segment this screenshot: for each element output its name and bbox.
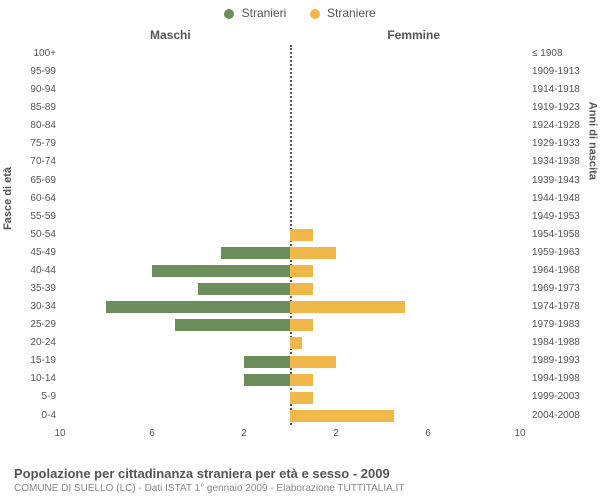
bar-female xyxy=(290,356,336,368)
y-axis-title-right: Anni di nascita xyxy=(586,102,598,180)
bar-row xyxy=(60,374,520,386)
bar-male xyxy=(221,247,290,259)
bar-row xyxy=(60,102,520,114)
chart-subtitle: COMUNE DI SUELLO (LC) - Dati ISTAT 1° ge… xyxy=(14,483,586,494)
bar-male xyxy=(152,265,290,277)
bar-row xyxy=(60,120,520,132)
birth-label: 1909-1913 xyxy=(530,63,600,81)
birth-label: 2004-2008 xyxy=(530,407,600,425)
age-label: 5-9 xyxy=(0,388,58,406)
bar-row xyxy=(60,175,520,187)
age-label: 25-29 xyxy=(0,316,58,334)
bar-row xyxy=(60,337,520,349)
birth-label: 1964-1968 xyxy=(530,262,600,280)
y-axis-age-labels: 100+95-9990-9485-8980-8475-7970-7465-696… xyxy=(0,45,58,425)
birth-label: 1994-1998 xyxy=(530,370,600,388)
bar-row xyxy=(60,356,520,368)
birth-label: 1989-1993 xyxy=(530,352,600,370)
age-label: 15-19 xyxy=(0,352,58,370)
bar-row xyxy=(60,265,520,277)
bar-male xyxy=(106,301,290,313)
bar-row xyxy=(60,319,520,331)
x-tick: 10 xyxy=(514,428,525,439)
bar-row xyxy=(60,301,520,313)
birth-label: 1984-1988 xyxy=(530,334,600,352)
legend-label-female: Straniere xyxy=(327,6,376,20)
bar-row xyxy=(60,392,520,404)
bar-female xyxy=(290,301,405,313)
birth-label: 1954-1958 xyxy=(530,226,600,244)
age-label: 40-44 xyxy=(0,262,58,280)
bar-row xyxy=(60,211,520,223)
legend-item-male: Stranieri xyxy=(224,6,286,20)
bar-female xyxy=(290,283,313,295)
birth-label: 1999-2003 xyxy=(530,388,600,406)
birth-label: 1974-1978 xyxy=(530,298,600,316)
bar-row xyxy=(60,66,520,78)
age-label: 80-84 xyxy=(0,117,58,135)
x-tick: 10 xyxy=(54,428,65,439)
side-title-female: Femmine xyxy=(387,28,440,42)
birth-label: 1944-1948 xyxy=(530,190,600,208)
legend-item-female: Straniere xyxy=(310,6,376,20)
side-title-male: Maschi xyxy=(150,28,191,42)
bar-row xyxy=(60,283,520,295)
bar-female xyxy=(290,319,313,331)
x-tick: 2 xyxy=(241,428,247,439)
bar-female xyxy=(290,337,302,349)
bar-male xyxy=(175,319,290,331)
bar-female xyxy=(290,392,313,404)
birth-label: 1969-1973 xyxy=(530,280,600,298)
x-axis-labels: 10622610 xyxy=(60,428,520,442)
legend-label-male: Stranieri xyxy=(242,6,287,20)
chart-container: Stranieri Straniere Maschi Femmine 100+9… xyxy=(0,0,600,500)
bar-row xyxy=(60,410,520,422)
legend: Stranieri Straniere xyxy=(0,6,600,20)
age-label: 75-79 xyxy=(0,135,58,153)
birth-label: 1914-1918 xyxy=(530,81,600,99)
age-label: 85-89 xyxy=(0,99,58,117)
swatch-male-icon xyxy=(224,9,234,19)
bar-female xyxy=(290,247,336,259)
x-tick: 6 xyxy=(149,428,155,439)
swatch-female-icon xyxy=(310,9,320,19)
bar-row xyxy=(60,84,520,96)
birth-label: 1949-1953 xyxy=(530,208,600,226)
bar-row xyxy=(60,247,520,259)
chart-footer: Popolazione per cittadinanza straniera p… xyxy=(14,466,586,494)
x-tick: 2 xyxy=(333,428,339,439)
bar-male xyxy=(244,356,290,368)
bar-male xyxy=(244,374,290,386)
bar-row xyxy=(60,48,520,60)
age-label: 20-24 xyxy=(0,334,58,352)
age-label: 90-94 xyxy=(0,81,58,99)
age-label: 10-14 xyxy=(0,370,58,388)
bar-female xyxy=(290,374,313,386)
bar-row xyxy=(60,138,520,150)
x-tick: 6 xyxy=(425,428,431,439)
birth-label: ≤ 1908 xyxy=(530,45,600,63)
bar-female xyxy=(290,410,394,422)
bar-row xyxy=(60,229,520,241)
bar-male xyxy=(198,283,290,295)
age-label: 30-34 xyxy=(0,298,58,316)
bar-row xyxy=(60,193,520,205)
birth-label: 1959-1963 xyxy=(530,244,600,262)
birth-label: 1979-1983 xyxy=(530,316,600,334)
age-label: 0-4 xyxy=(0,407,58,425)
chart-title: Popolazione per cittadinanza straniera p… xyxy=(14,466,586,481)
plot-area xyxy=(60,45,520,425)
age-label: 95-99 xyxy=(0,63,58,81)
age-label: 35-39 xyxy=(0,280,58,298)
y-axis-title-left: Fasce di età xyxy=(2,167,14,230)
bar-female xyxy=(290,265,313,277)
bar-row xyxy=(60,157,520,169)
age-label: 45-49 xyxy=(0,244,58,262)
age-label: 100+ xyxy=(0,45,58,63)
bar-female xyxy=(290,229,313,241)
